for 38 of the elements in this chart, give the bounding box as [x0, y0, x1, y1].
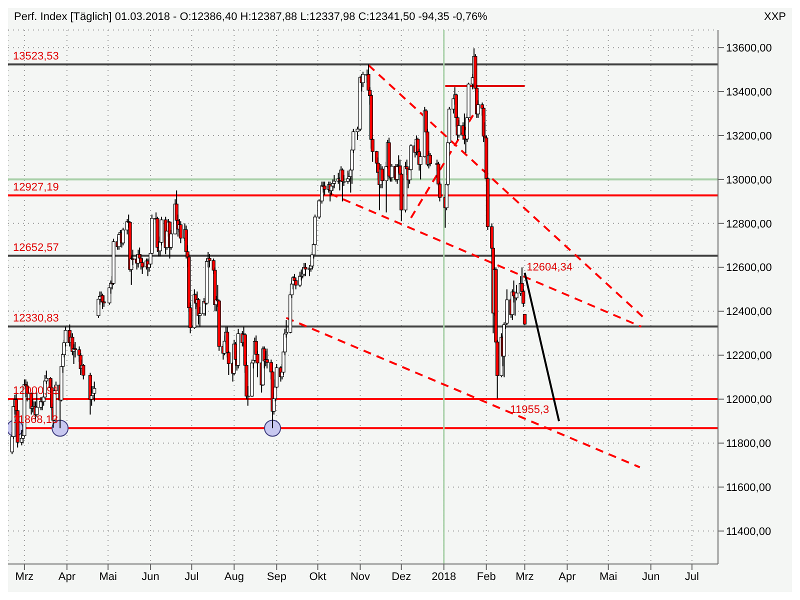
annotation: 11955,3	[510, 404, 550, 416]
y-tick-label: 13400,00	[726, 86, 772, 98]
y-tick-label: 11600,00	[726, 482, 772, 494]
x-tick-label: 2018	[432, 570, 456, 583]
x-tick-label: Apr	[558, 570, 576, 583]
y-tick-label: 12200,00	[726, 350, 772, 362]
x-tick-label: Aug	[224, 570, 244, 583]
chart-title: Perf. Index [Täglich] 01.03.2018 - O:12386,40 H:12387,88 L:12337,98 C:12341,50 -94,35 -0,76%	[14, 11, 488, 23]
x-tick-label: Mrz	[15, 570, 34, 583]
x-tick-label: Jun	[142, 570, 160, 583]
ref-line-label: 13523,53	[13, 50, 59, 62]
y-tick-label: 11400,00	[726, 526, 772, 538]
x-tick-label: Feb	[476, 570, 496, 583]
y-tick-label: 11800,00	[726, 438, 772, 450]
candlestick	[140, 258, 144, 274]
x-tick-label: Mrz	[516, 570, 534, 583]
y-tick-label: 12600,00	[726, 262, 772, 274]
y-tick-label: 13200,00	[726, 130, 772, 142]
y-tick-label: 13600,00	[726, 42, 772, 54]
y-tick-label: 12000,00	[726, 394, 772, 406]
annotation: 12604,34	[526, 261, 573, 274]
x-tick-label: Apr	[58, 570, 76, 583]
y-tick-label: 12800,00	[726, 218, 772, 230]
x-tick-label: Jul	[684, 570, 699, 583]
x-tick-label: Sep	[266, 570, 286, 583]
x-tick-label: Jul	[184, 570, 199, 583]
x-tick-label: Jun	[642, 570, 660, 583]
ref-line-label: 12652,57	[13, 242, 59, 254]
x-tick-label: Nov	[350, 570, 371, 583]
y-tick-label: 13000,00	[726, 174, 772, 186]
x-tick-label: Okt	[309, 570, 326, 583]
y-tick-label: 12400,00	[726, 306, 772, 318]
ref-line-label: 12330,83	[13, 312, 59, 324]
x-tick-label: Mai	[99, 570, 117, 583]
y-axis-title: XXP	[764, 11, 786, 23]
ref-line-label: 12927,19	[13, 181, 59, 194]
x-tick-label: Dez	[392, 570, 412, 583]
x-tick-label: Mai	[599, 570, 618, 583]
